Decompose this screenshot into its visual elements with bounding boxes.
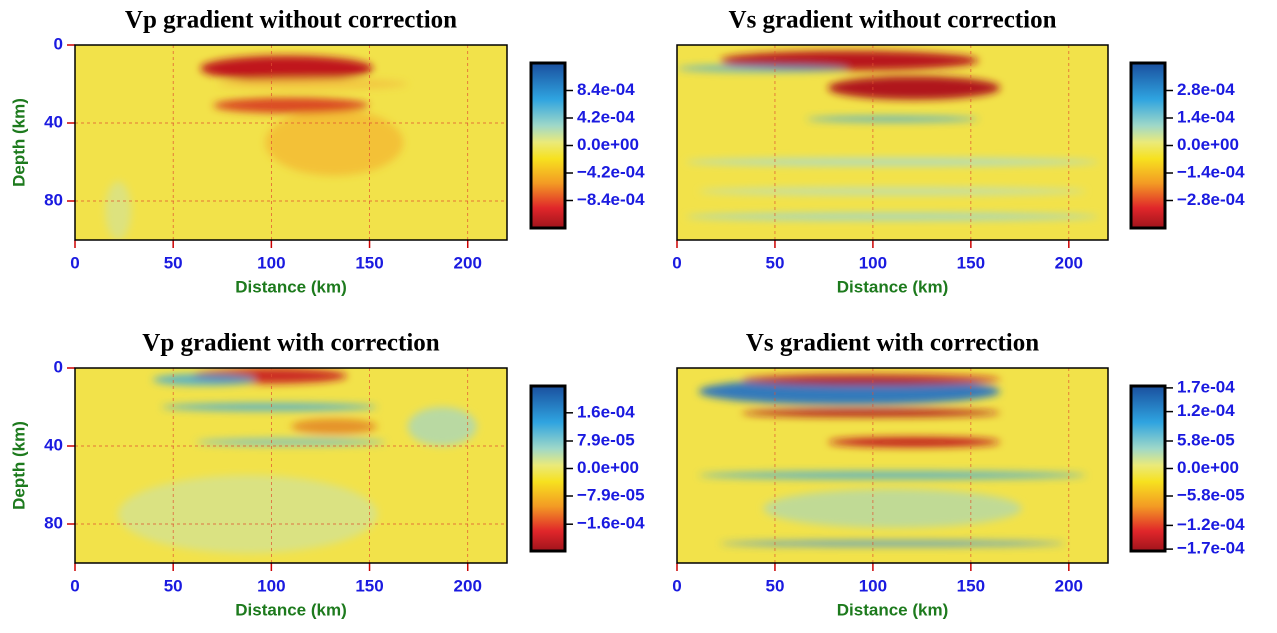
- colorbar-tick-label: 0.0e+00: [577, 458, 639, 477]
- field: [75, 45, 507, 240]
- colorbar-tick-label: −5.8e-05: [1177, 485, 1245, 504]
- x-tick-label: 0: [70, 576, 79, 595]
- x-tick-label: 100: [859, 253, 887, 272]
- x-tick-label: 150: [957, 576, 985, 595]
- x-tick-label: 150: [355, 576, 383, 595]
- field-features: [698, 373, 1087, 547]
- field-feature: [685, 158, 1100, 166]
- x-axis-label: Distance (km): [837, 277, 948, 296]
- colorbar-tick-label: −1.4e-04: [1177, 162, 1245, 181]
- y-axis-label: Depth (km): [9, 98, 28, 187]
- x-tick-label: 50: [164, 253, 183, 272]
- panel-title: Vs gradient with correction: [746, 330, 1039, 357]
- field-feature: [291, 418, 378, 435]
- colorbar-tick-label: 0.0e+00: [1177, 458, 1239, 477]
- panel-title: Vp gradient with correction: [142, 330, 440, 357]
- x-tick-label: 0: [672, 253, 681, 272]
- field-feature: [698, 471, 1087, 480]
- x-tick-label: 0: [70, 253, 79, 272]
- colorbar: [529, 384, 567, 553]
- field-feature: [741, 373, 1001, 386]
- field-feature: [677, 64, 850, 73]
- colorbar-tick-label: 0.0e+00: [1177, 135, 1239, 154]
- x-tick-label: 50: [164, 576, 183, 595]
- x-tick-label: 100: [257, 576, 285, 595]
- x-axis-label: Distance (km): [235, 600, 346, 619]
- field-feature: [685, 212, 1100, 221]
- plot-frame: [676, 44, 1109, 241]
- field-feature: [195, 438, 387, 446]
- plot-frame: [74, 44, 508, 241]
- x-tick-label: 200: [1055, 576, 1083, 595]
- x-axis-label: Distance (km): [837, 600, 948, 619]
- field-feature: [118, 475, 378, 554]
- x-tick-label: 50: [765, 253, 784, 272]
- field-feature: [217, 78, 408, 90]
- field-feature: [827, 437, 1001, 447]
- field-feature: [161, 403, 378, 411]
- colorbar-tick-label: 4.2e-04: [577, 107, 635, 126]
- field-feature: [806, 116, 979, 123]
- x-tick-label: 100: [859, 576, 887, 595]
- colorbar-tick-label: 1.7e-04: [1177, 377, 1235, 396]
- colorbar-tick-label: −4.2e-04: [577, 162, 645, 181]
- x-tick-label: 100: [257, 253, 285, 272]
- colorbar-tick-label: 1.2e-04: [1177, 401, 1235, 420]
- colorbar-tick-label: −1.6e-04: [577, 514, 645, 533]
- x-tick-label: 200: [1055, 253, 1083, 272]
- colorbar-tick-label: 7.9e-05: [577, 430, 635, 449]
- y-tick-label: 80: [44, 513, 63, 532]
- colorbar-tick-label: −1.7e-04: [1177, 539, 1245, 558]
- field-feature: [407, 407, 477, 446]
- x-tick-label: 150: [355, 253, 383, 272]
- plot-frame: [676, 367, 1109, 564]
- colorbar: [1129, 61, 1167, 230]
- y-tick-label: 0: [54, 34, 63, 53]
- field-features: [105, 55, 408, 240]
- x-tick-label: 0: [672, 576, 681, 595]
- x-tick-label: 150: [957, 253, 985, 272]
- colorbar-tick-label: −1.2e-04: [1177, 515, 1245, 534]
- field-features: [118, 368, 477, 554]
- field-feature: [200, 55, 374, 82]
- plot-frame: [74, 367, 508, 564]
- field-feature: [741, 408, 1001, 417]
- x-axis-label: Distance (km): [235, 277, 346, 296]
- y-tick-label: 40: [44, 112, 63, 131]
- panel-title: Vs gradient without correction: [729, 7, 1057, 34]
- colorbar-tick-label: 8.4e-04: [577, 80, 635, 99]
- x-tick-label: 200: [454, 253, 482, 272]
- y-tick-label: 40: [44, 435, 63, 454]
- y-tick-label: 80: [44, 190, 63, 209]
- colorbar-tick-label: 0.0e+00: [577, 135, 639, 154]
- field-feature: [720, 540, 1065, 547]
- x-tick-label: 200: [454, 576, 482, 595]
- colorbar-tick-label: 2.8e-04: [1177, 80, 1235, 99]
- y-axis-label: Depth (km): [9, 421, 28, 510]
- panel-title: Vp gradient without correction: [125, 7, 457, 34]
- colorbar-tick-label: −2.8e-04: [1177, 190, 1245, 209]
- x-tick-label: 50: [765, 576, 784, 595]
- field-feature: [698, 187, 1087, 196]
- y-tick-label: 0: [54, 357, 63, 376]
- colorbar: [1129, 384, 1167, 553]
- field-feature: [152, 373, 257, 386]
- field-feature: [213, 97, 369, 114]
- colorbar-tick-label: −8.4e-04: [577, 190, 645, 209]
- field: [677, 368, 1108, 563]
- field-feature: [265, 109, 404, 176]
- field-feature: [827, 76, 1001, 100]
- field-features: [677, 50, 1100, 221]
- colorbar-tick-label: 5.8e-05: [1177, 430, 1235, 449]
- field-background: [677, 45, 1108, 240]
- field: [677, 45, 1108, 240]
- field-feature: [763, 488, 1022, 528]
- colorbar-tick-label: 1.6e-04: [577, 402, 635, 421]
- field-feature: [105, 181, 132, 240]
- colorbar-tick-label: 1.4e-04: [1177, 107, 1235, 126]
- colorbar: [529, 61, 567, 230]
- field: [75, 368, 507, 563]
- colorbar-tick-label: −7.9e-05: [577, 485, 645, 504]
